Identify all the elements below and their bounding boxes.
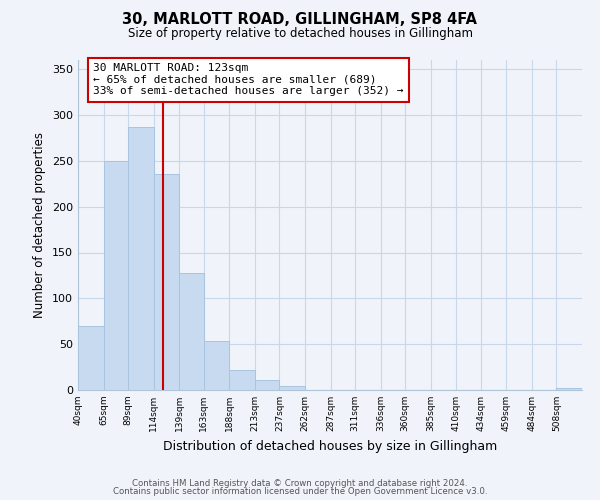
Bar <box>229 370 255 390</box>
Text: 30 MARLOTT ROAD: 123sqm
← 65% of detached houses are smaller (689)
33% of semi-d: 30 MARLOTT ROAD: 123sqm ← 65% of detache… <box>93 64 404 96</box>
Bar <box>204 340 229 390</box>
Text: 30, MARLOTT ROAD, GILLINGHAM, SP8 4FA: 30, MARLOTT ROAD, GILLINGHAM, SP8 4FA <box>122 12 478 28</box>
Text: Contains HM Land Registry data © Crown copyright and database right 2024.: Contains HM Land Registry data © Crown c… <box>132 478 468 488</box>
X-axis label: Distribution of detached houses by size in Gillingham: Distribution of detached houses by size … <box>163 440 497 452</box>
Bar <box>255 380 280 390</box>
Bar <box>154 174 179 390</box>
Bar <box>104 161 128 390</box>
Bar <box>179 272 204 390</box>
Bar <box>78 326 104 390</box>
Y-axis label: Number of detached properties: Number of detached properties <box>34 132 46 318</box>
Bar <box>280 386 305 390</box>
Bar <box>556 388 582 390</box>
Text: Contains public sector information licensed under the Open Government Licence v3: Contains public sector information licen… <box>113 487 487 496</box>
Text: Size of property relative to detached houses in Gillingham: Size of property relative to detached ho… <box>128 28 473 40</box>
Bar <box>128 127 154 390</box>
